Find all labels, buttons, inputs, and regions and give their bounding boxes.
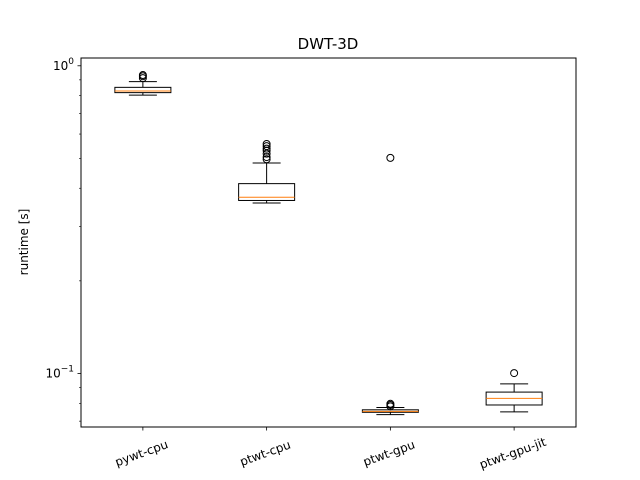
outlier-point bbox=[386, 399, 395, 408]
outlier-point bbox=[262, 144, 271, 153]
outlier-point bbox=[262, 155, 271, 164]
outlier-point bbox=[262, 142, 271, 151]
box-body bbox=[114, 86, 172, 94]
y-tick-label: 10−1 bbox=[45, 364, 74, 380]
box-body bbox=[238, 183, 296, 201]
outlier-point bbox=[138, 71, 147, 80]
outlier-point bbox=[262, 153, 271, 162]
box-ptwt-cpu bbox=[238, 139, 296, 204]
axes-frame bbox=[80, 57, 577, 428]
y-axis-ticks: 100 10−1 bbox=[45, 57, 81, 422]
outlier-point bbox=[262, 139, 271, 148]
box-pywt-cpu bbox=[114, 71, 172, 96]
box-ptwt-gpu bbox=[361, 153, 419, 416]
box-ptwt-gpu-jit bbox=[485, 369, 543, 413]
y-tick-label: 100 bbox=[53, 57, 74, 73]
chart-title: DWT-3D bbox=[298, 35, 359, 53]
outlier-point bbox=[386, 153, 395, 162]
outlier-point bbox=[510, 369, 519, 378]
y-axis-label: runtime [s] bbox=[17, 209, 31, 276]
outlier-point bbox=[262, 149, 271, 158]
plot-area bbox=[114, 71, 543, 416]
